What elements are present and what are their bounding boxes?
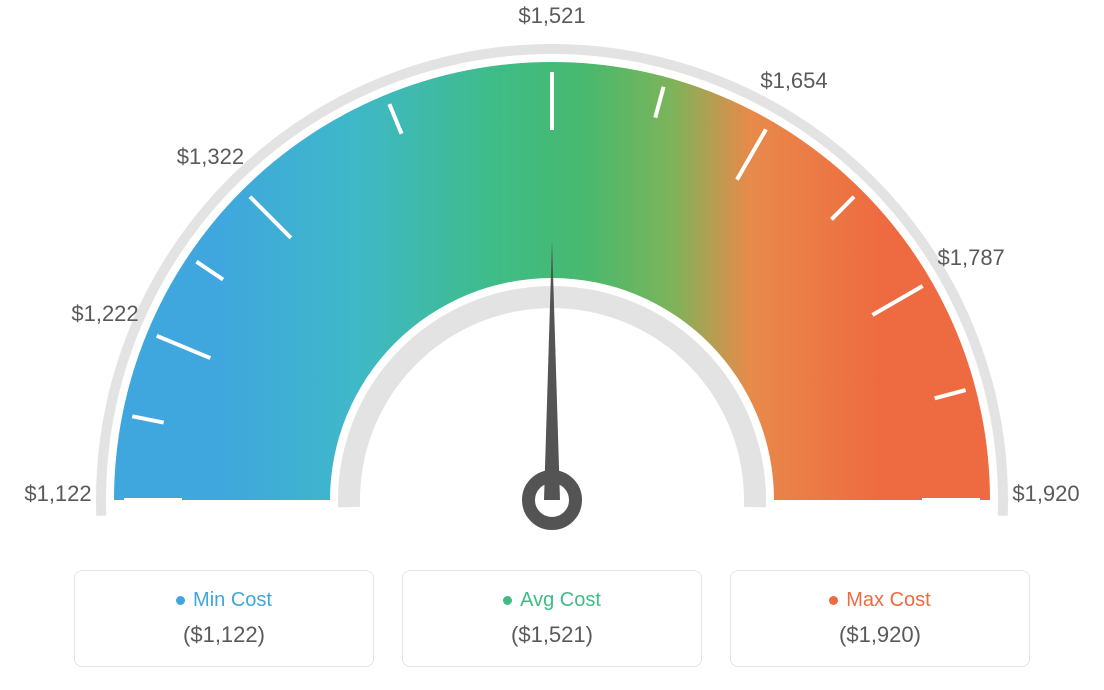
dot-icon (176, 596, 185, 605)
gauge-tick-label: $1,920 (1012, 481, 1079, 507)
gauge-tick-label: $1,122 (24, 481, 91, 507)
dot-icon (829, 596, 838, 605)
gauge-svg (0, 0, 1104, 560)
dot-icon (503, 596, 512, 605)
gauge-chart: $1,122 $1,222 $1,322 $1,521 $1,654 $1,787 $1,9… (0, 0, 1104, 560)
legend-title-text: Avg Cost (520, 589, 601, 612)
gauge-tick-label: $1,654 (760, 68, 827, 94)
legend-title-min: Min Cost (176, 589, 272, 612)
legend-value-min: ($1,122) (95, 622, 353, 648)
legend-card-max: Max Cost ($1,920) (730, 570, 1030, 667)
legend-row: Min Cost ($1,122) Avg Cost ($1,521) Max … (0, 570, 1104, 667)
legend-title-avg: Avg Cost (503, 589, 601, 612)
legend-card-avg: Avg Cost ($1,521) (402, 570, 702, 667)
gauge-tick-label: $1,787 (938, 245, 1005, 271)
gauge-tick-label: $1,322 (177, 144, 244, 170)
legend-title-text: Min Cost (193, 589, 272, 612)
legend-title-text: Max Cost (846, 589, 930, 612)
gauge-tick-label: $1,521 (518, 3, 585, 29)
legend-card-min: Min Cost ($1,122) (74, 570, 374, 667)
legend-value-max: ($1,920) (751, 622, 1009, 648)
legend-title-max: Max Cost (829, 589, 930, 612)
legend-value-avg: ($1,521) (423, 622, 681, 648)
gauge-tick-label: $1,222 (71, 301, 138, 327)
